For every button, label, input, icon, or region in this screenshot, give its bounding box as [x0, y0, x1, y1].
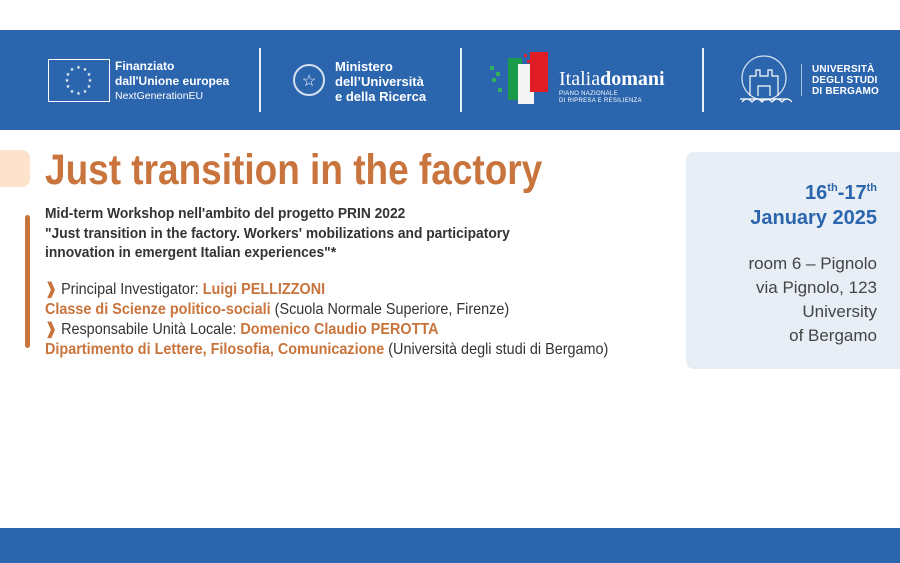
- eu-flag-logo: ★ ★ ★ ★ ★ ★ ★ ★ ★ ★ ★ ★: [48, 59, 110, 102]
- divider: [702, 48, 704, 112]
- decorative-tab: [0, 150, 30, 187]
- italiadomani-name: Italiadomani: [559, 68, 665, 91]
- investigators: ❱ Principal Investigator: Luigi PELLIZZO…: [45, 280, 608, 360]
- date-dash: -: [837, 182, 845, 204]
- svg-text:☆: ☆: [302, 73, 316, 90]
- pi-affiliation: Classe di Scienze politico-sociali (Scuo…: [45, 300, 608, 320]
- university-text: UNIVERSITÀ DEGLI STUDI DI BERGAMO: [812, 64, 879, 97]
- rul-inst: (Università degli studi di Bergamo): [384, 341, 609, 358]
- university-seal-logo: [740, 55, 793, 103]
- divider: [460, 48, 462, 112]
- address-line: University: [802, 302, 877, 321]
- university-line2: DEGLI STUDI: [812, 75, 878, 86]
- intro-line: Mid-term Workshop nell'ambito del proget…: [45, 205, 406, 222]
- rul-label: Responsabile Unità Locale:: [61, 321, 241, 338]
- eu-line3: NextGenerationEU: [115, 90, 204, 102]
- svg-text:★: ★: [70, 89, 75, 95]
- svg-text:★: ★: [87, 72, 92, 78]
- svg-text:★: ★: [66, 72, 71, 78]
- footer-bar: [0, 528, 900, 563]
- italiadomani-sub1: PIANO NAZIONALE: [559, 91, 618, 97]
- address-line: room 6 – Pignolo: [748, 254, 877, 273]
- svg-text:★: ★: [70, 67, 75, 73]
- divider: [801, 64, 802, 96]
- pi-inst: (Scuola Normale Superiore, Firenze): [270, 301, 510, 318]
- ministry-line1: Ministero: [335, 59, 393, 74]
- university-line1: UNIVERSITÀ: [812, 64, 875, 75]
- divider: [259, 48, 261, 112]
- intro-line: "Just transition in the factory. Workers…: [45, 224, 510, 242]
- italiadomani-bold: domani: [600, 68, 665, 90]
- rul-dept: Dipartimento di Lettere, Filosofia, Comu…: [45, 341, 385, 358]
- intro-line: innovation in emergent Italian experienc…: [45, 244, 337, 261]
- month-year: January 2025: [750, 207, 877, 229]
- svg-text:★: ★: [66, 84, 71, 90]
- accent-bar: [25, 215, 30, 348]
- event-address: room 6 – Pignolo via Pignolo, 123 Univer…: [748, 252, 877, 348]
- day-start: 16: [805, 182, 828, 204]
- italiadomani-subtitle: PIANO NAZIONALE DI RIPRESA E RESILIENZA: [559, 91, 642, 105]
- university-line3: DI BERGAMO: [812, 86, 879, 97]
- italiadomani-flag-logo: [490, 52, 548, 104]
- ministry-line3: e della Ricerca: [335, 89, 427, 104]
- rul-affiliation: Dipartimento di Lettere, Filosofia, Comu…: [45, 340, 608, 360]
- svg-text:★: ★: [65, 78, 70, 84]
- italiadomani-sub2: DI RIPRESA E RESILIENZA: [559, 98, 642, 104]
- workshop-intro: Mid-term Workshop nell'ambito del proget…: [45, 204, 510, 263]
- svg-text:★: ★: [88, 78, 93, 84]
- ministry-text: Ministero dell’Università e della Ricerc…: [335, 59, 426, 104]
- event-info-box: 16th-17th January 2025 room 6 – Pignolo …: [686, 152, 900, 369]
- rul-name: Domenico Claudio PEROTTA: [240, 321, 439, 338]
- ordinal: th: [866, 182, 877, 194]
- svg-text:★: ★: [76, 65, 81, 71]
- svg-text:★: ★: [76, 91, 81, 97]
- ministry-line2: dell’Università: [335, 74, 424, 89]
- eu-line1: Finanziato: [115, 59, 175, 73]
- ordinal: th: [827, 182, 838, 194]
- italian-emblem-icon: ☆: [293, 64, 325, 96]
- svg-text:★: ★: [83, 89, 88, 95]
- address-line: via Pignolo, 123: [756, 278, 877, 297]
- eu-funding-text: Finanziato dall'Unione europea NextGener…: [115, 59, 229, 104]
- day-end: 17: [844, 182, 867, 204]
- italiadomani-light: Italia: [559, 68, 601, 90]
- header-banner: ★ ★ ★ ★ ★ ★ ★ ★ ★ ★ ★ ★ Finanziato dall'Unione euro…: [0, 30, 900, 130]
- rul-line: ❱ Responsabile Unità Locale: Domenico Cl…: [45, 320, 608, 340]
- pi-name: Luigi PELLIZZONI: [202, 281, 326, 298]
- pi-line: ❱ Principal Investigator: Luigi PELLIZZO…: [45, 280, 608, 300]
- event-date: 16th-17th January 2025: [750, 176, 877, 231]
- pi-label: Principal Investigator:: [61, 281, 203, 298]
- svg-text:★: ★: [83, 67, 88, 73]
- chevron-right-icon: ❱: [45, 281, 62, 298]
- address-line: of Bergamo: [789, 326, 877, 345]
- page-title: Just transition in the factory: [45, 146, 543, 194]
- svg-text:★: ★: [87, 84, 92, 90]
- chevron-right-icon: ❱: [45, 321, 62, 338]
- eu-line2: dall'Unione europea: [115, 74, 230, 88]
- pi-dept: Classe di Scienze politico-sociali: [45, 301, 271, 318]
